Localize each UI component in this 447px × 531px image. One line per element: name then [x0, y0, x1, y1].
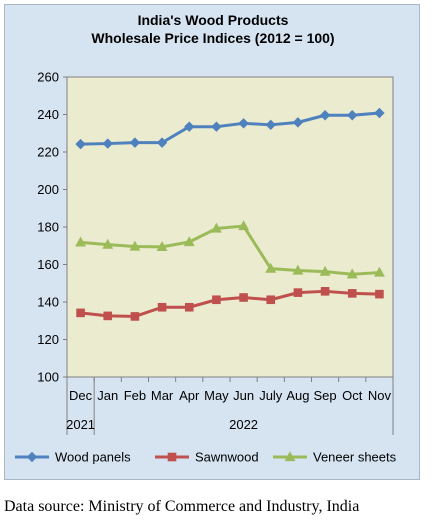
x-tick-label: Dec	[69, 388, 93, 403]
data-point-veneer-sheets	[346, 268, 358, 279]
y-tick-label: 180	[37, 220, 59, 235]
y-tick-label: 100	[37, 370, 59, 385]
data-point-veneer-sheets	[75, 236, 87, 247]
data-point-sawnwood	[212, 295, 221, 305]
legend-item-sawnwood: Sawnwood	[155, 450, 259, 465]
y-tick-label: 140	[37, 295, 59, 310]
data-point-sawnwood	[320, 287, 330, 296]
data-point-sawnwood	[347, 289, 357, 298]
x-tick-label: Nov	[368, 388, 392, 403]
legend-label-wood-panels: Wood panels	[55, 450, 131, 465]
x-tick-label: Apr	[179, 388, 200, 403]
x-tick-label: Feb	[124, 388, 146, 403]
x-tick-label: Jan	[97, 388, 118, 403]
y-tick-label: 120	[37, 332, 59, 347]
x-tick-label: May	[204, 388, 229, 403]
data-point-wood-panels	[129, 137, 141, 148]
legend-item-wood-panels: Wood panels	[15, 450, 131, 465]
chart-frame: India's Wood Products Wholesale Price In…	[4, 4, 420, 480]
legend-label-veneer-sheets: Veneer sheets	[313, 450, 397, 465]
data-point-wood-panels	[319, 110, 331, 121]
data-point-sawnwood	[157, 302, 167, 312]
data-point-veneer-sheets	[319, 265, 331, 276]
data-point-veneer-sheets	[156, 241, 168, 251]
y-tick-label: 160	[37, 257, 59, 272]
data-point-sawnwood	[266, 295, 276, 305]
legend-marker-sawnwood	[167, 452, 177, 462]
data-point-sawnwood	[239, 293, 248, 302]
data-point-wood-panels	[347, 110, 358, 121]
y-tick-label: 240	[37, 107, 59, 122]
data-point-wood-panels	[238, 118, 249, 129]
chart-title-line2: Wholesale Price Indices (2012 = 100)	[91, 30, 334, 46]
data-point-sawnwood	[184, 302, 194, 312]
data-point-wood-panels	[265, 119, 276, 131]
legend: Wood panels Sawnwood Veneer sheets	[15, 450, 397, 465]
x-axis: Dec Jan Feb Mar Apr May Jun July Aug Sep Oct Nov 202…	[66, 377, 394, 435]
data-point-sawnwood	[293, 288, 303, 297]
data-point-wood-panels	[374, 107, 385, 119]
x-tick-label: Aug	[286, 388, 309, 403]
data-point-wood-panels	[156, 137, 168, 148]
series-wood-panels	[75, 107, 385, 150]
series-line-sawnwood	[80, 289, 380, 318]
chart-title-line1: India's Wood Products	[138, 12, 289, 28]
data-point-veneer-sheets	[210, 222, 222, 233]
series-veneer-sheets	[75, 220, 385, 279]
legend-item-veneer-sheets: Veneer sheets	[273, 450, 397, 465]
x-tick-label: Sep	[314, 388, 337, 403]
data-point-wood-panels	[75, 138, 86, 150]
data-point-veneer-sheets	[102, 238, 114, 249]
legend-marker-veneer-sheets	[284, 451, 296, 462]
x-tick-label: Jun	[233, 388, 254, 403]
y-tick-label: 200	[37, 182, 59, 197]
data-point-sawnwood	[103, 311, 113, 321]
data-point-veneer-sheets	[373, 266, 385, 277]
data-point-wood-panels	[184, 121, 195, 132]
data-point-sawnwood	[375, 289, 384, 299]
data-point-veneer-sheets	[292, 264, 304, 275]
chart-svg: India's Wood Products Wholesale Price In…	[15, 12, 397, 465]
y-tick-label: 220	[37, 145, 59, 160]
legend-marker-wood-panels	[26, 451, 38, 463]
x-tick-label: Mar	[151, 388, 174, 403]
series-layer	[75, 107, 385, 321]
data-source-caption: Data source: Ministry of Commerce and In…	[4, 498, 360, 515]
x-tick-label: July	[259, 388, 283, 403]
data-point-wood-panels	[211, 121, 222, 132]
y-axis: 100 120 140 160 180 200 220 240 260	[37, 70, 68, 385]
data-point-veneer-sheets	[238, 220, 250, 231]
x-tick-label: Oct	[342, 388, 363, 403]
data-point-veneer-sheets	[129, 240, 141, 251]
series-line-veneer-sheets	[80, 224, 380, 276]
y-tick-label: 260	[37, 70, 59, 85]
legend-label-sawnwood: Sawnwood	[195, 450, 259, 465]
data-point-veneer-sheets	[265, 262, 277, 273]
data-point-veneer-sheets	[183, 236, 195, 247]
year-label: 2022	[229, 417, 258, 432]
data-point-wood-panels	[102, 138, 113, 149]
series-sawnwood	[76, 287, 384, 321]
data-point-sawnwood	[76, 308, 85, 318]
year-label: 2021	[66, 417, 95, 432]
data-point-wood-panels	[292, 117, 304, 128]
data-point-sawnwood	[130, 312, 140, 321]
